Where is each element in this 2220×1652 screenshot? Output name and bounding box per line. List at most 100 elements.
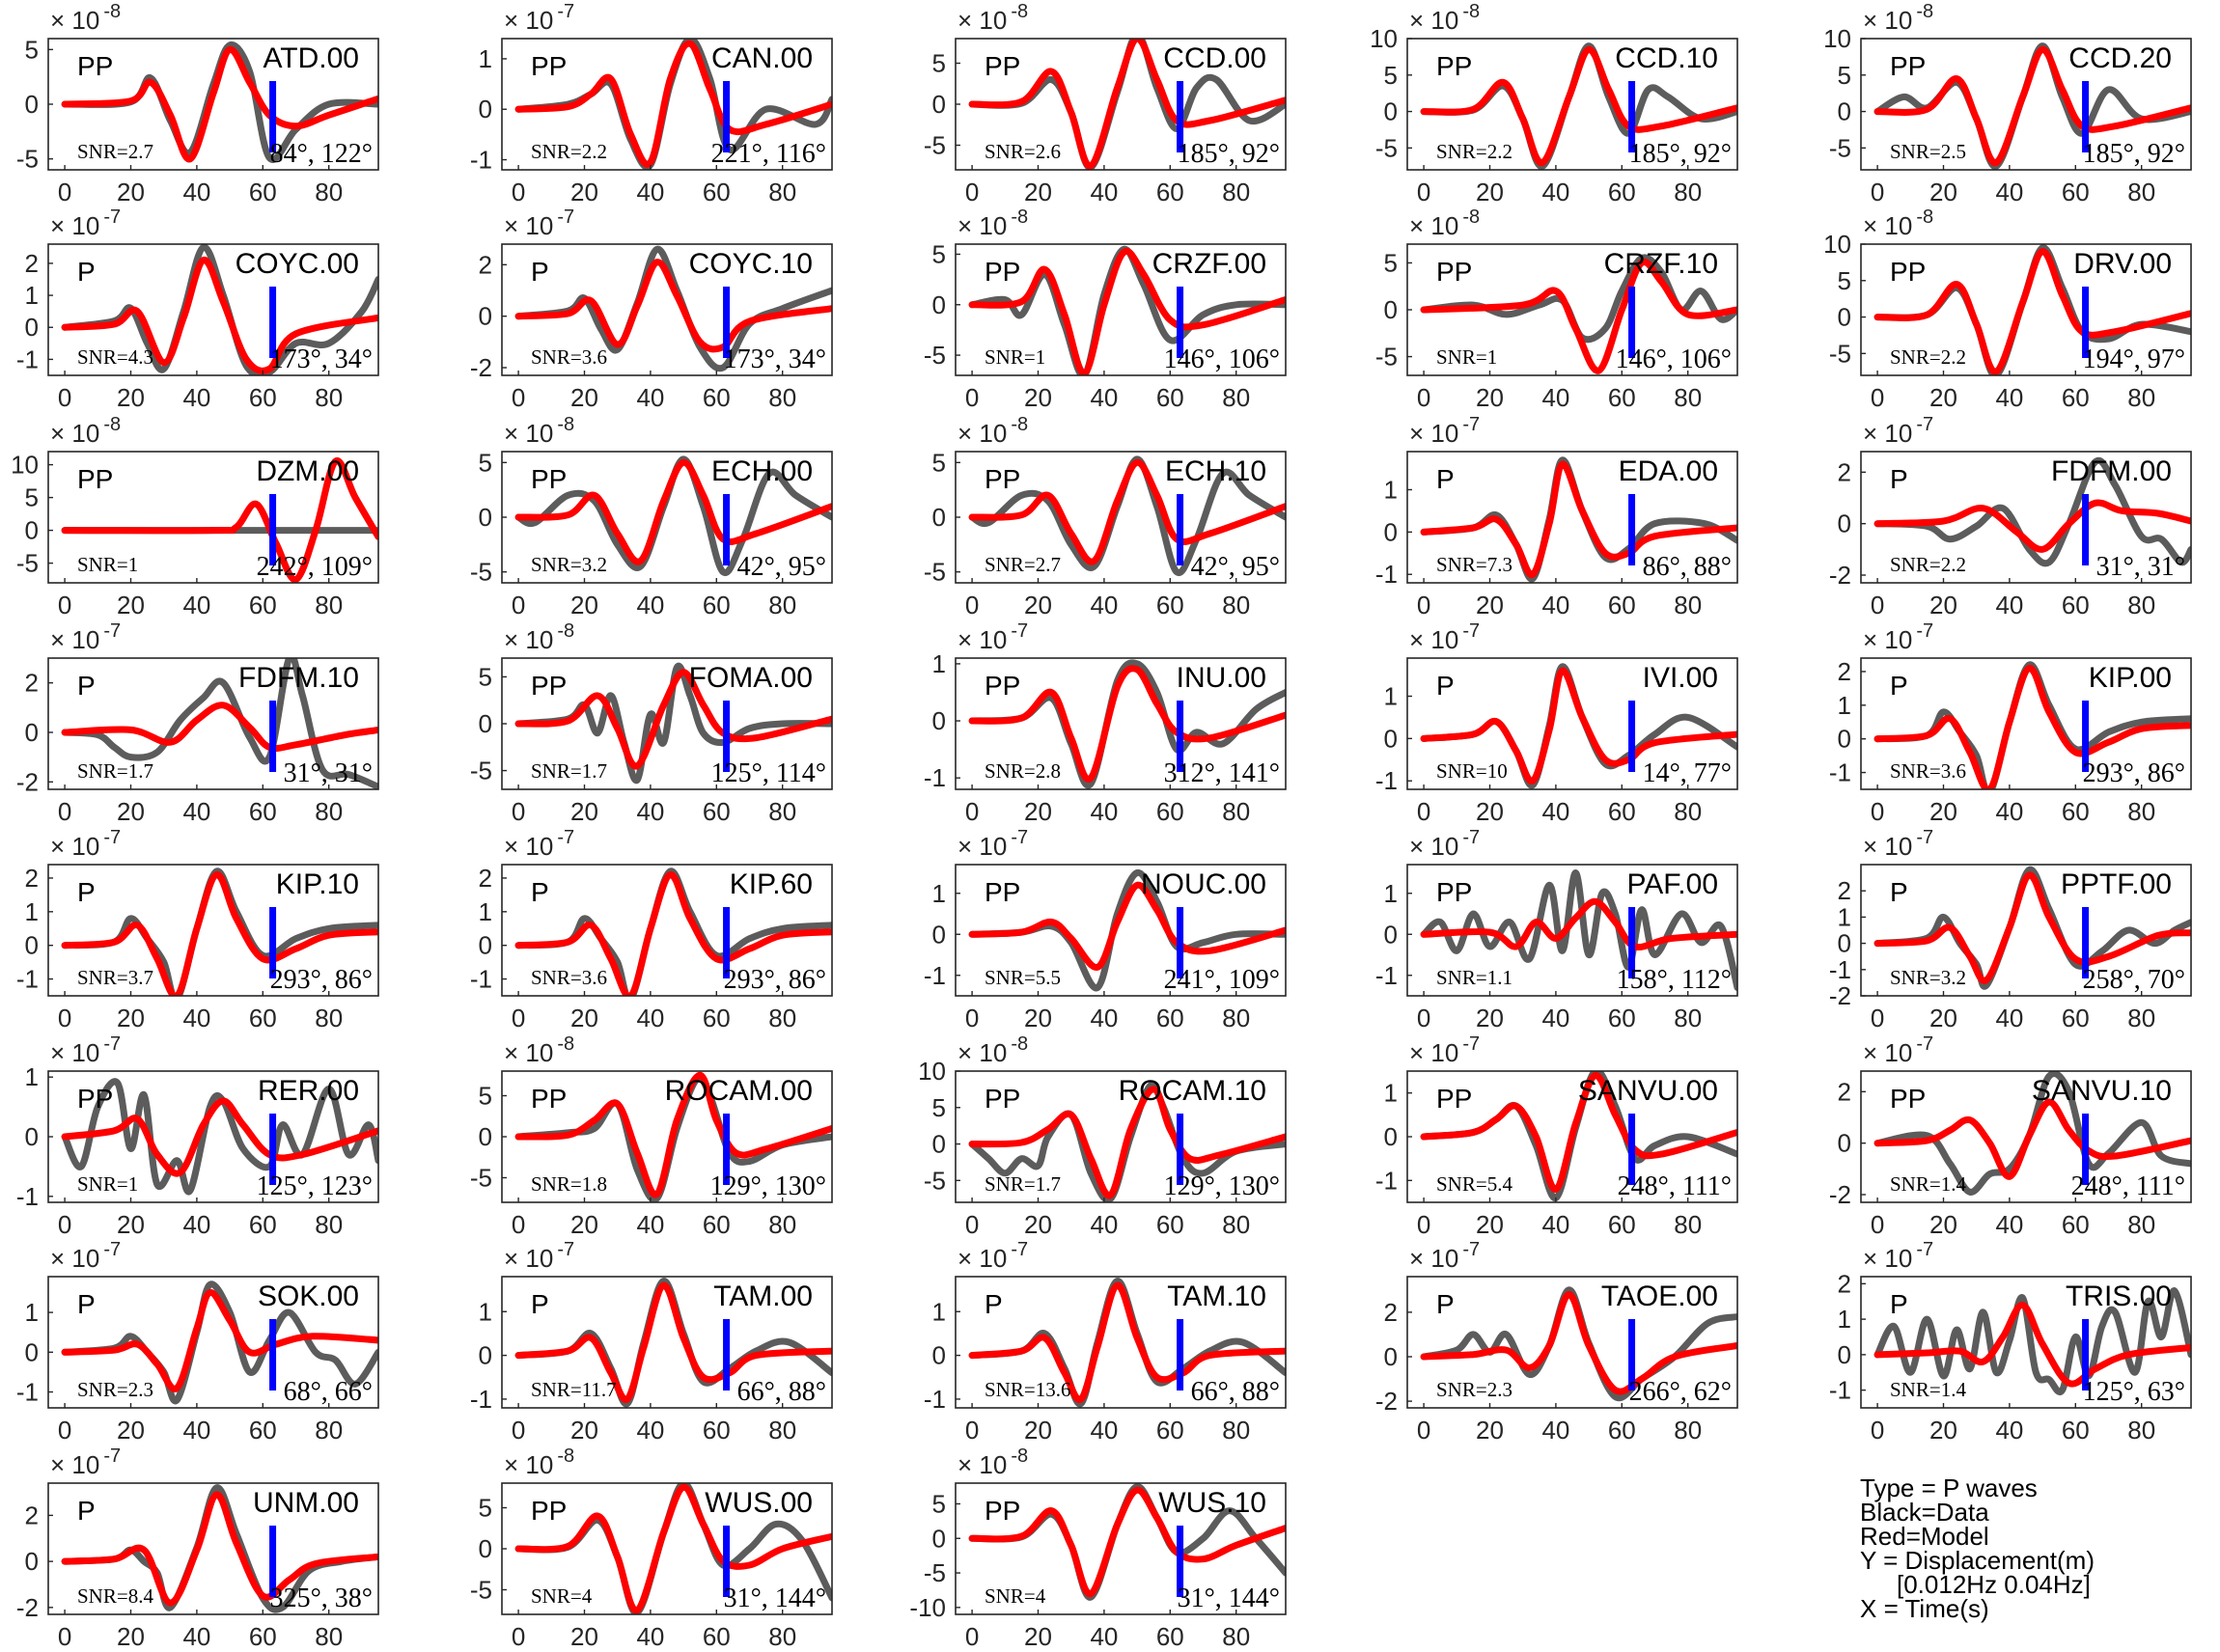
trace-group [61, 867, 378, 996]
x-tick-label: 0 [512, 797, 525, 826]
snr-label: SNR=1.7 [985, 1172, 1061, 1196]
model-trace [61, 871, 378, 996]
phase-label: PP [77, 1084, 113, 1114]
y-tick-label: 0 [1384, 1122, 1398, 1151]
model-trace [1420, 897, 1737, 951]
model-trace [1420, 45, 1737, 166]
trace-group [61, 1280, 378, 1405]
x-tick-label: 20 [1929, 1004, 1957, 1032]
x-tick-label: 0 [1871, 1416, 1884, 1445]
x-tick-label: 60 [249, 383, 277, 412]
y-tick-label: 1 [932, 879, 946, 908]
y-exponent: × 10 -7 [50, 1239, 121, 1273]
y-exponent: × 10 -7 [504, 1, 574, 35]
y-tick-label: 0 [932, 706, 946, 735]
y-exponent: × 10 -8 [504, 620, 574, 654]
snr-label: SNR=4.3 [77, 345, 153, 369]
y-exponent: × 10 -8 [50, 1, 121, 35]
y-exponent-power: -7 [1916, 1239, 1933, 1260]
angles-label: 173°, 34° [270, 344, 373, 374]
y-tick-label: 0 [479, 709, 492, 738]
x-tick-label: 40 [1995, 1416, 2023, 1445]
phase-label: P [1436, 464, 1455, 494]
x-tick-label: 20 [570, 383, 598, 412]
snr-label: SNR=2.2 [1890, 553, 1966, 576]
station-label: RER.00 [258, 1075, 359, 1107]
x-tick-label: 60 [249, 797, 277, 826]
phase-label: P [531, 1289, 549, 1319]
angles-label: 125°, 123° [257, 1171, 373, 1201]
x-tick-label: 40 [1995, 797, 2023, 826]
angles-label: 68°, 66° [284, 1377, 373, 1407]
station-label: TAM.00 [713, 1280, 813, 1312]
x-tick-label: 60 [2062, 1210, 2090, 1239]
y-tick-label: -1 [16, 965, 39, 994]
y-tick-label: -1 [470, 1385, 492, 1414]
angles-label: 146°, 106° [1164, 344, 1280, 374]
x-tick-label: 20 [117, 1210, 145, 1239]
x-tick-label: 40 [1995, 1210, 2023, 1239]
trace-group [1420, 42, 1737, 170]
phase-label: PP [985, 877, 1020, 907]
trace-group [1420, 1071, 1737, 1202]
station-label: CRZF.10 [1604, 248, 1718, 280]
y-tick-label: 2 [1838, 457, 1851, 486]
x-tick-label: 40 [636, 178, 664, 206]
y-tick-label: 0 [932, 290, 946, 319]
angles-label: 221°, 116° [711, 139, 826, 169]
axes-box [1860, 451, 2192, 584]
model-trace [61, 1289, 378, 1392]
x-tick-label: 0 [965, 1416, 979, 1445]
y-exponent: × 10 -7 [1863, 827, 1933, 861]
y-tick-label: 0 [1838, 1340, 1851, 1369]
y-tick-label: -1 [1375, 961, 1398, 990]
y-tick-label: -5 [924, 341, 946, 370]
y-tick-label: 5 [932, 448, 946, 477]
model-trace [514, 458, 832, 565]
y-tick-label: 1 [932, 649, 946, 678]
y-tick-label: 1 [1384, 681, 1398, 710]
x-tick-label: 40 [182, 1004, 210, 1032]
x-tick-label: 0 [1417, 1210, 1430, 1239]
y-tick-label: 1 [479, 44, 492, 73]
y-tick-label: 2 [479, 250, 492, 279]
y-exponent: × 10 -8 [957, 414, 1028, 448]
x-tick-label: 0 [512, 1622, 525, 1651]
y-exponent: × 10 -7 [504, 1239, 574, 1273]
x-tick-label: 20 [570, 1210, 598, 1239]
x-tick-label: 20 [117, 591, 145, 620]
y-tick-label: -1 [1375, 766, 1398, 795]
y-exponent-power: -7 [1462, 414, 1480, 435]
y-exponent-power: -7 [103, 1446, 121, 1467]
y-tick-label: -1 [1829, 758, 1851, 787]
panel-wus-00: -5 0 5 0 20 40 60 80 × 10 -8 PP WUS.00 SNR=4 31°, 144… [470, 1446, 833, 1651]
station-label: NOUC.00 [1141, 868, 1266, 900]
axes-box [1406, 1276, 1738, 1409]
y-exponent-power: -8 [1916, 206, 1933, 228]
y-tick-label: -5 [16, 549, 39, 578]
y-tick-label: -5 [16, 145, 39, 174]
y-exponent: × 10 -7 [50, 620, 121, 654]
y-exponent: × 10 -8 [504, 1033, 574, 1067]
x-tick-label: 20 [570, 797, 598, 826]
y-tick-label: 2 [25, 669, 39, 698]
y-tick-label: 5 [932, 49, 946, 78]
x-tick-label: 20 [1024, 178, 1052, 206]
station-label: EDA.00 [1619, 455, 1718, 487]
x-tick-label: 0 [58, 591, 71, 620]
x-tick-label: 0 [512, 1416, 525, 1445]
x-tick-label: 80 [1222, 1004, 1250, 1032]
y-tick-label: 10 [11, 451, 39, 480]
data-trace [1420, 42, 1737, 170]
x-tick-label: 60 [1156, 1416, 1184, 1445]
x-tick-label: 80 [1222, 1416, 1250, 1445]
y-tick-label: 10 [1823, 230, 1851, 259]
x-tick-label: 60 [2062, 383, 2090, 412]
x-tick-label: 60 [2062, 591, 2090, 620]
angles-label: 146°, 106° [1616, 344, 1732, 374]
station-label: IVI.00 [1643, 662, 1718, 694]
phase-label: PP [985, 1496, 1020, 1526]
x-tick-label: 40 [1090, 591, 1118, 620]
